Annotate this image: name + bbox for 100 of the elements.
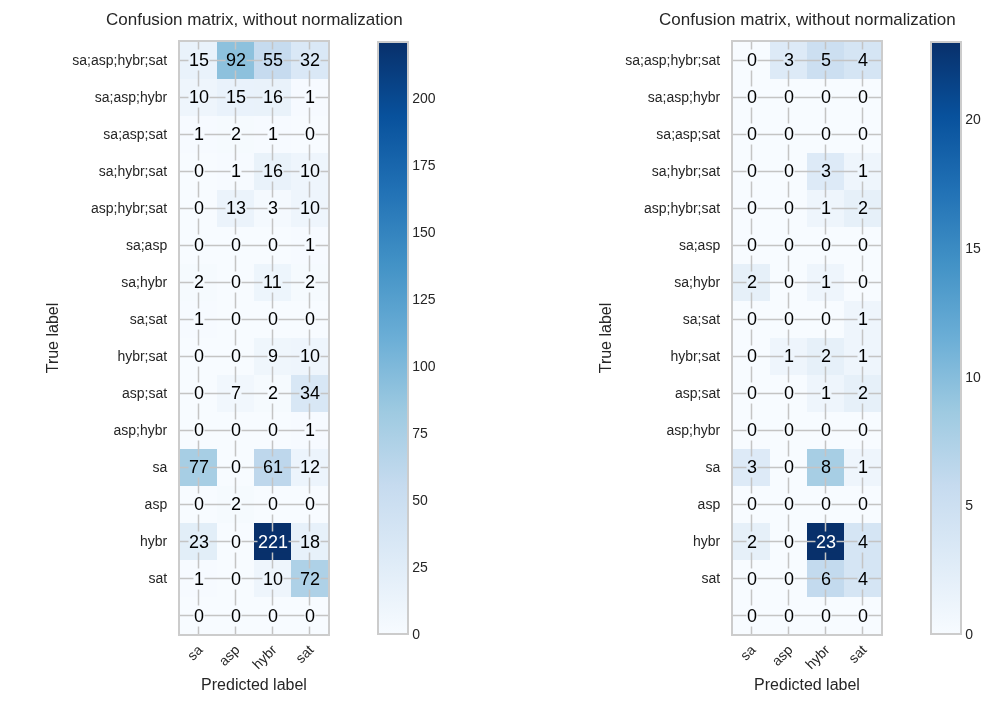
- data-label: 0: [784, 124, 795, 144]
- x-tick-label: asp: [215, 641, 243, 669]
- data-label: 1: [194, 309, 205, 329]
- data-label: 0: [231, 346, 242, 366]
- y-tick-label: sa;sat: [682, 311, 721, 328]
- y-tick-label: sa;asp;hybr: [94, 89, 168, 106]
- data-label: 1: [194, 124, 205, 144]
- y-tick-label: sa;asp: [125, 237, 168, 254]
- chart-title: Confusion matrix, without normalization: [659, 10, 956, 29]
- data-label: 0: [858, 235, 869, 255]
- data-label: 0: [268, 235, 279, 255]
- data-label: 10: [300, 346, 321, 366]
- y-tick-label: sa;hybr: [674, 274, 721, 291]
- x-tick-label: hybr: [249, 641, 280, 673]
- color-bar-label: 150: [412, 224, 436, 241]
- data-label: 2: [231, 124, 242, 144]
- color-bar-label: 175: [412, 157, 436, 174]
- data-label: 0: [231, 272, 242, 292]
- data-label: 1: [305, 87, 316, 107]
- data-label: 0: [194, 346, 205, 366]
- data-label: 0: [268, 494, 279, 514]
- data-label: 1: [268, 124, 279, 144]
- color-bar-label: 125: [412, 291, 436, 308]
- data-label: 1: [305, 235, 316, 255]
- data-label: 0: [858, 124, 869, 144]
- data-label: 0: [858, 420, 869, 440]
- data-label: 0: [821, 606, 832, 626]
- data-label: 0: [784, 87, 795, 107]
- data-label: 0: [747, 161, 758, 181]
- data-label: 61: [263, 457, 284, 477]
- data-label: 0: [858, 606, 869, 626]
- data-label: 2: [194, 272, 205, 292]
- y-tick-label: hybr: [692, 533, 721, 550]
- data-label: 0: [268, 420, 279, 440]
- y-tick-label: sat: [701, 570, 721, 587]
- data-label: 0: [231, 569, 242, 589]
- data-label: 6: [821, 569, 832, 589]
- data-label: 10: [189, 87, 210, 107]
- data-label: 1: [858, 346, 869, 366]
- data-label: 0: [784, 161, 795, 181]
- data-label: 0: [747, 494, 758, 514]
- y-tick-label: sat: [148, 570, 168, 587]
- color-bar-label: 25: [412, 558, 429, 575]
- data-label: 0: [784, 272, 795, 292]
- data-label: 16: [263, 161, 284, 181]
- y-tick-label: sa;asp;hybr: [647, 89, 721, 106]
- data-label: 221: [258, 532, 289, 552]
- data-label: 4: [858, 532, 869, 552]
- data-label: 0: [231, 606, 242, 626]
- data-label: 0: [747, 50, 758, 70]
- data-label: 0: [747, 569, 758, 589]
- color-bar-label: 5: [965, 497, 974, 514]
- x-tick-label: sat: [845, 641, 870, 667]
- data-label: 0: [305, 606, 316, 626]
- data-label: 0: [231, 457, 242, 477]
- data-label: 0: [784, 420, 795, 440]
- y-axis-title: True label: [43, 302, 61, 374]
- data-label: 0: [784, 606, 795, 626]
- color-bar-label: 0: [965, 625, 974, 642]
- data-label: 4: [858, 569, 869, 589]
- data-label: 2: [858, 198, 869, 218]
- x-tick-label: sa: [736, 641, 759, 664]
- data-label: 12: [300, 457, 321, 477]
- data-label: 0: [784, 457, 795, 477]
- data-label: 0: [747, 383, 758, 403]
- y-axis-title: True label: [596, 302, 614, 374]
- y-tick-label: sa;asp;hybr;sat: [625, 52, 721, 69]
- data-label: 0: [194, 383, 205, 403]
- color-bar-label: 200: [412, 90, 436, 107]
- data-label: 0: [821, 235, 832, 255]
- data-label: 0: [305, 494, 316, 514]
- y-tick-label: sa;asp;hybr;sat: [72, 52, 168, 69]
- data-label: 1: [821, 198, 832, 218]
- y-tick-label: hybr;sat: [670, 348, 721, 365]
- data-label: 2: [747, 532, 758, 552]
- color-bar-label: 20: [965, 111, 982, 128]
- y-tick-label: sa: [705, 459, 721, 476]
- data-label: 92: [226, 50, 247, 70]
- data-label: 1: [784, 346, 795, 366]
- data-label: 0: [784, 494, 795, 514]
- y-tick-label: asp;hybr;sat: [643, 200, 721, 217]
- data-label: 0: [821, 309, 832, 329]
- data-label: 15: [189, 50, 210, 70]
- color-bar-label: 15: [965, 239, 982, 256]
- data-label: 0: [747, 87, 758, 107]
- data-label: 2: [305, 272, 316, 292]
- data-label: 23: [816, 532, 837, 552]
- data-label: 3: [747, 457, 758, 477]
- data-label: 18: [300, 532, 321, 552]
- y-tick-label: asp;sat: [675, 385, 721, 402]
- x-tick-label: hybr: [802, 641, 833, 673]
- data-label: 10: [300, 198, 321, 218]
- y-tick-label: hybr: [139, 533, 168, 550]
- data-label: 72: [300, 569, 321, 589]
- data-label: 10: [263, 569, 284, 589]
- data-label: 0: [231, 309, 242, 329]
- data-label: 0: [858, 494, 869, 514]
- x-tick-label: asp: [768, 641, 796, 669]
- y-tick-label: sa;asp: [678, 237, 721, 254]
- data-label: 0: [231, 420, 242, 440]
